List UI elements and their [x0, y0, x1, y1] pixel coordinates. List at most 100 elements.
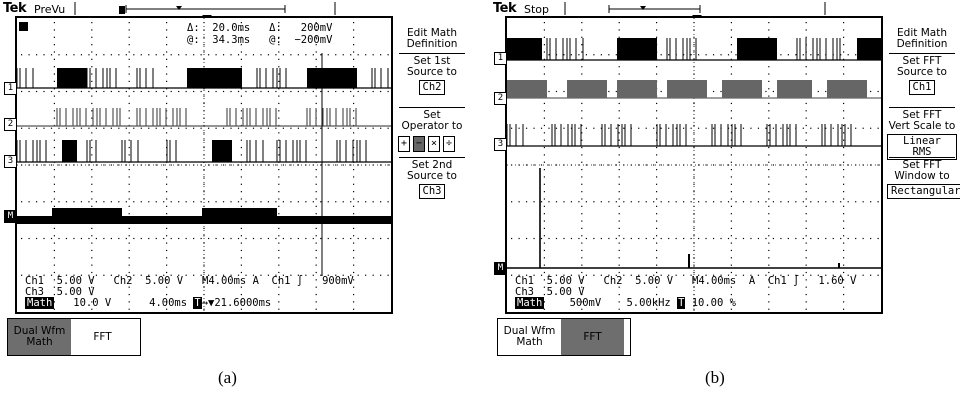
- grid-dot: [125, 201, 127, 203]
- grid-dot: [615, 127, 617, 129]
- grid-dot: [720, 237, 722, 240]
- grid-dot: [240, 146, 242, 149]
- grid-dot: [166, 29, 168, 31]
- grid-dot: [133, 237, 135, 240]
- grid-dot: [327, 237, 329, 240]
- grid-dot: [200, 274, 202, 276]
- grid-dot: [95, 201, 97, 203]
- set-fft-window-button[interactable]: Set FFT Window to Rectangular: [887, 160, 960, 199]
- grid-dot: [543, 271, 545, 274]
- grid-dot: [581, 198, 583, 200]
- grid-dot: [222, 237, 225, 240]
- fft-button[interactable]: FFT: [561, 319, 624, 355]
- grid-dot: [618, 66, 620, 68]
- grid-dot: [43, 237, 45, 240]
- operator-plus-button[interactable]: +: [398, 136, 410, 152]
- grid-dot: [91, 102, 93, 105]
- operator-selector[interactable]: + − × ÷: [398, 136, 468, 152]
- grid-dot: [315, 102, 317, 105]
- grid-dot: [693, 51, 695, 53]
- grid-dot: [342, 90, 344, 93]
- grid-dot: [618, 264, 620, 266]
- grid-dot: [581, 169, 583, 171]
- grid-dot: [555, 164, 558, 166]
- grid-dot: [750, 201, 752, 203]
- grid-dot: [543, 191, 545, 193]
- grid-dot: [53, 88, 55, 90]
- grid-dot: [705, 237, 707, 240]
- grid-dot: [618, 102, 620, 105]
- grid-dot: [28, 201, 30, 203]
- grid-dot: [372, 54, 374, 56]
- grid-dot: [581, 249, 583, 252]
- grid-dot: [555, 90, 558, 93]
- grid-dot: [353, 117, 355, 119]
- grid-dot: [170, 237, 172, 240]
- grid-dot: [543, 205, 545, 207]
- grid-dot: [128, 51, 130, 53]
- grid-dot: [148, 54, 150, 56]
- grid-dot: [843, 235, 845, 237]
- grid-dot: [353, 286, 355, 288]
- grid-dot: [690, 274, 692, 276]
- grid-dot: [705, 164, 707, 166]
- grid-dot: [730, 102, 732, 105]
- grid-dot: [847, 127, 849, 129]
- grid-dot: [656, 271, 658, 274]
- grid-dot: [65, 237, 68, 240]
- set-fft-source-button[interactable]: Set FFT Source to Ch1: [887, 56, 957, 95]
- grid-dot: [208, 54, 210, 56]
- dual-wfm-math-button[interactable]: Dual Wfm Math: [503, 325, 556, 348]
- set-first-source-button[interactable]: Set 1st Source to Ch2: [397, 56, 467, 95]
- operator-minus-button[interactable]: −: [413, 136, 425, 152]
- fft-button[interactable]: FFT: [93, 330, 112, 343]
- grid-dot: [178, 201, 180, 203]
- grid-dot: [730, 44, 732, 46]
- grid-dot: [128, 293, 130, 296]
- grid-dot: [53, 80, 55, 82]
- grid-dot: [166, 73, 168, 75]
- grid-dot: [805, 279, 807, 281]
- grid-dot: [765, 201, 767, 203]
- grid-dot: [742, 274, 745, 276]
- grid-dot: [53, 286, 55, 288]
- grid-dot: [563, 127, 565, 129]
- grid-dot: [193, 201, 195, 203]
- grid-dot: [53, 154, 55, 156]
- grid-dot: [810, 274, 812, 276]
- grid-dot: [600, 127, 602, 129]
- grid-dot: [656, 293, 658, 296]
- grid-dot: [230, 90, 232, 93]
- dual-wfm-math-button[interactable]: Dual Wfm Math: [8, 319, 71, 355]
- operator-multiply-button[interactable]: ×: [428, 136, 440, 152]
- grid-dot: [166, 183, 168, 185]
- grid-dot: [91, 191, 93, 193]
- grid-dot: [278, 286, 280, 288]
- grid-dot: [95, 127, 97, 129]
- grid-dot: [618, 279, 620, 281]
- grid-dot: [118, 54, 120, 56]
- grid-dot: [735, 237, 737, 240]
- channel-1-marker: 1: [494, 52, 507, 65]
- grid-dot: [730, 293, 732, 296]
- grid-dot: [278, 146, 280, 149]
- waveform-display: [507, 18, 881, 312]
- grid-dot: [65, 90, 68, 93]
- grid-dot: [693, 257, 695, 259]
- grid-dot: [656, 66, 658, 68]
- set-fft-scale-button[interactable]: Set FFT Vert Scale to Linear RMS: [887, 110, 957, 160]
- grid-dot: [91, 88, 93, 90]
- set-second-source-button[interactable]: Set 2nd Source to Ch3: [397, 160, 467, 199]
- grid-dot: [166, 80, 168, 82]
- grid-dot: [91, 205, 93, 207]
- grid-dot: [581, 22, 583, 24]
- grid-dot: [50, 237, 53, 240]
- grid-dot: [805, 117, 807, 119]
- grid-dot: [91, 286, 93, 288]
- grid-dot: [278, 36, 280, 38]
- grid-dot: [693, 227, 695, 229]
- grid-dot: [578, 237, 580, 240]
- grid-dot: [805, 191, 807, 193]
- operator-divide-button[interactable]: ÷: [443, 136, 455, 152]
- grid-dot: [772, 201, 774, 203]
